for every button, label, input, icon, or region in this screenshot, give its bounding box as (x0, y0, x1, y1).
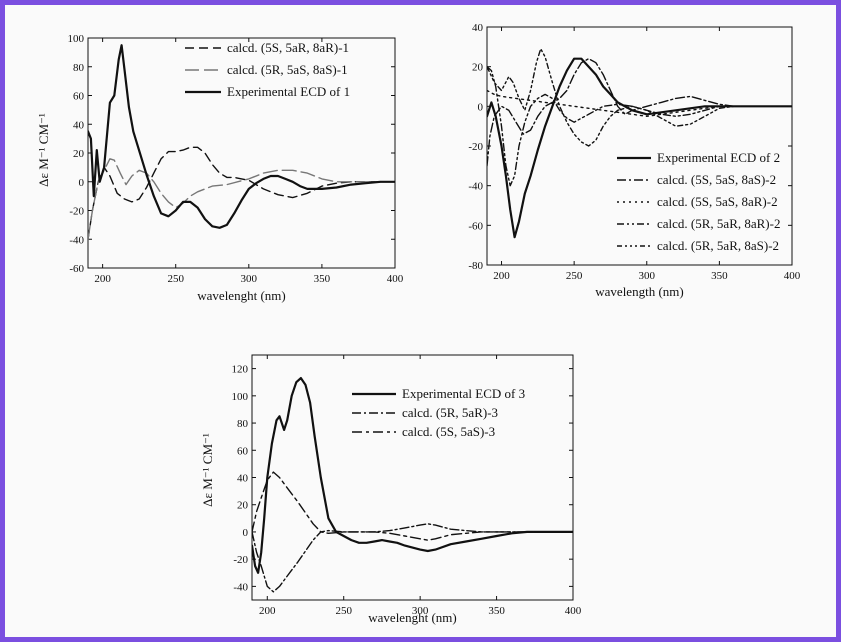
legend-label: calcd. (5S, 5aS, 8aS)-2 (657, 172, 776, 187)
y-tick-label: 40 (73, 119, 85, 131)
y-tick-label: 20 (73, 148, 85, 160)
x-tick-label: 350 (314, 273, 331, 285)
y-tick-label: 0 (478, 101, 484, 113)
legend-label: calcd. (5R, 5aR, 8aS)-2 (657, 238, 779, 253)
y-tick-label: 80 (73, 62, 85, 74)
legend-label: calcd. (5R, 5aR)-3 (402, 405, 498, 420)
y-tick-label: -60 (69, 263, 84, 275)
series-line (487, 66, 792, 187)
y-tick-label: -20 (468, 141, 483, 153)
y-tick-label: -40 (233, 581, 248, 593)
series-line (487, 57, 792, 239)
series-line (487, 58, 792, 167)
y-tick-label: 120 (232, 364, 249, 376)
x-tick-label: 300 (412, 605, 429, 617)
legend-label: Experimental ECD of 3 (402, 386, 525, 401)
y-axis-label: Δε M⁻¹ CM⁻¹ (200, 433, 215, 507)
y-tick-label: -40 (69, 234, 84, 246)
series-lines (88, 44, 395, 240)
legend-label: Experimental ECD of 1 (227, 84, 350, 99)
y-tick-label: -20 (233, 554, 248, 566)
series-lines (487, 48, 792, 239)
series-line (487, 48, 792, 147)
y-tick-label: 40 (237, 473, 249, 485)
y-tick-label: 40 (472, 22, 484, 34)
x-axis-label: wavelenght (nm) (368, 610, 456, 625)
series-line (252, 523, 573, 593)
x-tick-label: 250 (566, 270, 583, 282)
y-tick-label: 60 (73, 91, 85, 103)
y-tick-label: 100 (68, 33, 85, 45)
legend-label: calcd. (5R, 5aS, 8aS)-1 (227, 62, 348, 77)
chart-panel-3: -40 -20 0 20 40 60 80 100 120 200 250 300 350 400 wave… (200, 354, 582, 625)
legend-label: calcd. (5S, 5aR, 8aR)-1 (227, 40, 349, 55)
x-tick-label: 250 (335, 605, 352, 617)
y-tick-label: 0 (79, 177, 85, 189)
x-tick-label: 400 (387, 273, 404, 285)
y-tick-label: 100 (232, 391, 249, 403)
y-tick-label: 80 (237, 418, 249, 430)
y-axis-label: Δε M⁻¹ CM⁻¹ (36, 113, 51, 187)
x-tick-label: 350 (488, 605, 505, 617)
series-line (252, 471, 573, 541)
series-lines (252, 377, 573, 593)
y-tick-label: -80 (468, 260, 483, 272)
x-tick-label: 400 (565, 605, 582, 617)
series-line (487, 89, 792, 117)
y-tick-label: 20 (237, 500, 249, 512)
x-tick-label: 250 (167, 273, 184, 285)
x-tick-label: 200 (259, 605, 276, 617)
y-tick-label: 60 (237, 445, 249, 457)
chart-panel-1: -60 -40 -20 0 20 40 60 80 100 200 250 300 350 400 wave… (36, 33, 404, 303)
y-tick-label: -60 (468, 220, 483, 232)
chart-panel-2: -80 -60 -40 -20 0 20 40 200 250 300 350 400 waveleng… (468, 22, 800, 299)
y-tick-label: -20 (69, 206, 84, 218)
y-tick-label: -40 (468, 181, 483, 193)
x-tick-label: 300 (241, 273, 258, 285)
y-tick-label: 20 (472, 62, 484, 74)
legend-label: calcd. (5S, 5aS)-3 (402, 424, 495, 439)
y-tick-label: 0 (243, 527, 249, 539)
x-tick-label: 200 (94, 273, 111, 285)
legend-label: calcd. (5S, 5aS, 8aR)-2 (657, 194, 778, 209)
x-axis-label: wavelength (nm) (595, 284, 683, 299)
x-tick-label: 400 (784, 270, 801, 282)
legend-label: Experimental ECD of 2 (657, 150, 780, 165)
x-tick-label: 300 (639, 270, 656, 282)
legend-label: calcd. (5R, 5aR, 8aR)-2 (657, 216, 780, 231)
series-line (88, 146, 395, 240)
series-line (88, 44, 395, 229)
x-tick-label: 200 (493, 270, 510, 282)
series-line (252, 377, 573, 574)
x-tick-label: 350 (711, 270, 728, 282)
x-axis-label: wavelenght (nm) (197, 288, 285, 303)
